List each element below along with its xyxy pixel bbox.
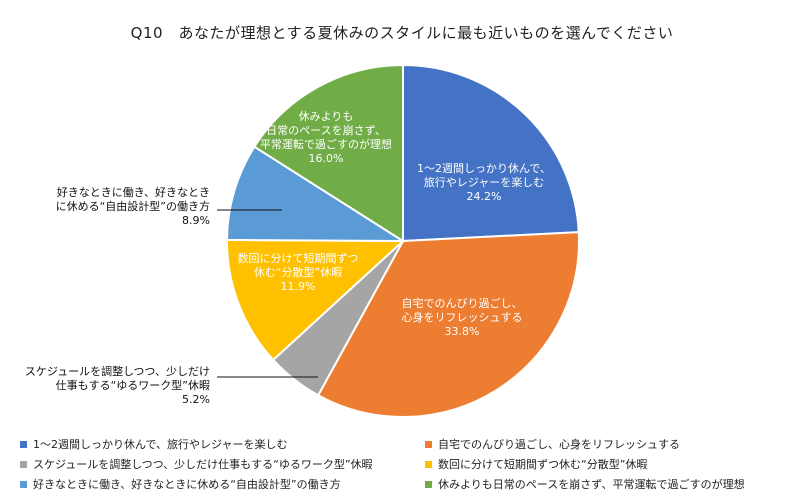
pie-slice-4 [226, 238, 406, 362]
legend-item-5: 好きなときに働き、好きなときに休める“自由設計型”の働き方 [20, 476, 425, 492]
data-label-value: 11.9% [281, 280, 316, 293]
data-label-line: スケジュールを調整しつつ、少しだけ [25, 364, 210, 378]
legend-label: 1〜2週間しっかり休んで、旅行やレジャーを楽しむ [33, 438, 288, 451]
data-label-6: 休みよりも日常のペースを崩さず、平常運転で過ごすのが理想 16.0% [260, 110, 392, 165]
data-label-line: 平常運転で過ごすのが理想 [260, 137, 392, 151]
data-label-value: 5.2% [182, 393, 210, 406]
data-label-line: 休みよりも [299, 110, 354, 123]
pie-chart: 1〜2週間しっかり休んで、旅行やレジャーを楽しむ 24.2% 自宅でのんびり過ごし、… [25, 63, 580, 418]
pie-slice-6 [253, 63, 404, 243]
data-label-value: 16.0% [309, 152, 344, 165]
data-label-3: スケジュールを調整しつつ、少しだけ仕事もする“ゆるワーク型”休暇 5.2% [25, 364, 210, 406]
data-label-4: 数回に分けて短期間ずつ休む“分散型”休暇 11.9% [238, 251, 359, 293]
legend-item-4: 数回に分けて短期間ずつ休む“分散型”休暇 [425, 456, 800, 472]
data-label-line: 自宅でのんびり過ごし、 [402, 296, 523, 310]
data-label-line: 休む“分散型”休暇 [254, 265, 342, 279]
data-label-line: 数回に分けて短期間ずつ [238, 251, 359, 265]
chart-title: Q10 あなたが理想とする夏休みのスタイルに最も近いものを選んでください [130, 24, 674, 42]
data-label-line: に休める“自由設計型”の働き方 [56, 199, 210, 213]
legend-item-3: スケジュールを調整しつつ、少しだけ仕事もする“ゆるワーク型”休暇 [20, 456, 425, 472]
legend: 1〜2週間しっかり休んで、旅行やレジャーを楽しむ 自宅でのんびり過ごし、心身をリフ… [20, 436, 800, 492]
data-label-line: 好きなときに働き、好きなとき [57, 185, 210, 199]
data-label-value: 24.2% [467, 190, 502, 203]
data-label-5: 好きなときに働き、好きなときに休める“自由設計型”の働き方 8.9% [56, 185, 210, 227]
data-label-line: 旅行やレジャーを楽しむ [424, 175, 544, 189]
pie-slice-5 [225, 145, 407, 243]
legend-label: 数回に分けて短期間ずつ休む“分散型”休暇 [438, 458, 648, 471]
pie-slice-1 [402, 63, 580, 243]
legend-swatch [20, 440, 27, 448]
legend-label: 自宅でのんびり過ごし、心身をリフレッシュする [438, 438, 680, 451]
legend-item-6: 休みよりも日常のペースを崩さず、平常運転で過ごすのが理想 [425, 476, 800, 492]
legend-label: 好きなときに働き、好きなときに休める“自由設計型”の働き方 [33, 478, 341, 491]
legend-label: スケジュールを調整しつつ、少しだけ仕事もする“ゆるワーク型”休暇 [33, 458, 373, 471]
legend-item-1: 1〜2週間しっかり休んで、旅行やレジャーを楽しむ [20, 436, 425, 452]
data-label-line: 仕事もする“ゆるワーク型”休暇 [56, 378, 210, 392]
data-label-line: 1〜2週間しっかり休んで、 [417, 162, 551, 175]
data-label-1: 1〜2週間しっかり休んで、旅行やレジャーを楽しむ 24.2% [417, 162, 551, 203]
legend-swatch [425, 480, 432, 488]
legend-swatch [425, 440, 432, 448]
legend-swatch [20, 460, 27, 468]
data-label-line: 日常のペースを崩さず、 [266, 123, 386, 137]
legend-swatch [425, 460, 432, 468]
data-label-value: 8.9% [182, 214, 210, 227]
legend-swatch [20, 480, 27, 488]
data-label-line: 心身をリフレッシュする [402, 310, 523, 324]
legend-label: 休みよりも日常のペースを崩さず、平常運転で過ごすのが理想 [438, 478, 745, 491]
data-label-value: 33.8% [445, 325, 480, 338]
legend-item-2: 自宅でのんびり過ごし、心身をリフレッシュする [425, 436, 800, 452]
data-label-2: 自宅でのんびり過ごし、心身をリフレッシュする 33.8% [402, 296, 523, 338]
